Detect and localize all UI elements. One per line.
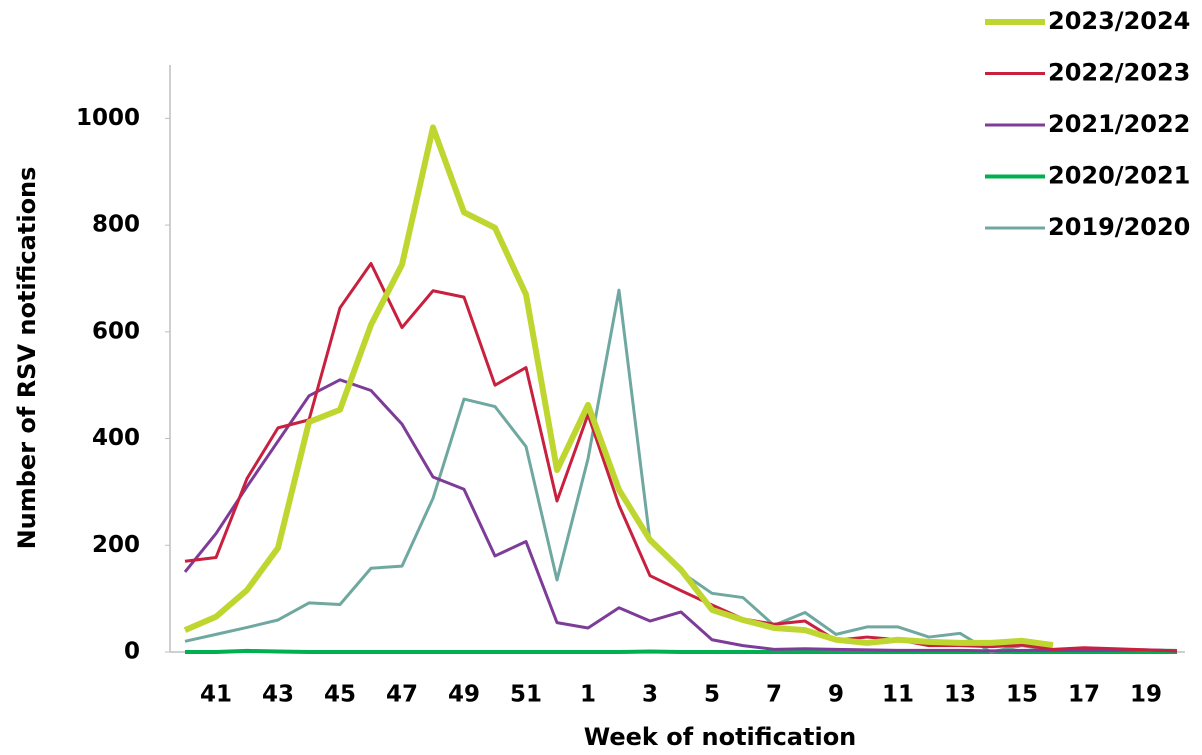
series-line — [183, 124, 1054, 649]
x-tick-label: 7 — [766, 682, 782, 708]
y-tick-label: 0 — [124, 639, 140, 665]
x-tick-label: 45 — [324, 682, 356, 708]
x-tick-label: 47 — [386, 682, 418, 708]
x-tick-label: 3 — [642, 682, 658, 708]
legend-label: 2022/2023 — [1048, 59, 1190, 87]
x-tick-label: 11 — [882, 682, 914, 708]
y-tick-label: 1000 — [76, 105, 140, 131]
series-line — [184, 262, 1178, 653]
x-tick-label: 5 — [704, 682, 720, 708]
x-tick-label: 13 — [944, 682, 976, 708]
series-line — [183, 378, 1178, 653]
legend-label: 2021/2022 — [1048, 110, 1190, 138]
legend-label: 2019/2020 — [1048, 213, 1190, 241]
x-tick-label: 41 — [200, 682, 232, 708]
x-tick-label: 19 — [1130, 682, 1162, 708]
x-tick-label: 51 — [510, 682, 542, 708]
y-axis-title: Number of RSV notifications — [13, 167, 41, 550]
legend-label: 2020/2021 — [1048, 162, 1190, 190]
x-tick-label: 1 — [580, 682, 596, 708]
y-tick-label: 400 — [92, 425, 140, 451]
x-tick-label: 17 — [1068, 682, 1100, 708]
y-tick-label: 800 — [92, 212, 140, 238]
legend-label: 2023/2024 — [1048, 7, 1190, 35]
x-tick-label: 15 — [1006, 682, 1038, 708]
series-line — [184, 288, 1178, 654]
x-axis-title: Week of notification — [584, 723, 857, 751]
x-tick-label: 9 — [828, 682, 844, 708]
y-tick-label: 600 — [92, 318, 140, 344]
x-tick-label: 43 — [262, 682, 294, 708]
x-tick-label: 49 — [448, 682, 480, 708]
y-tick-label: 200 — [92, 532, 140, 558]
